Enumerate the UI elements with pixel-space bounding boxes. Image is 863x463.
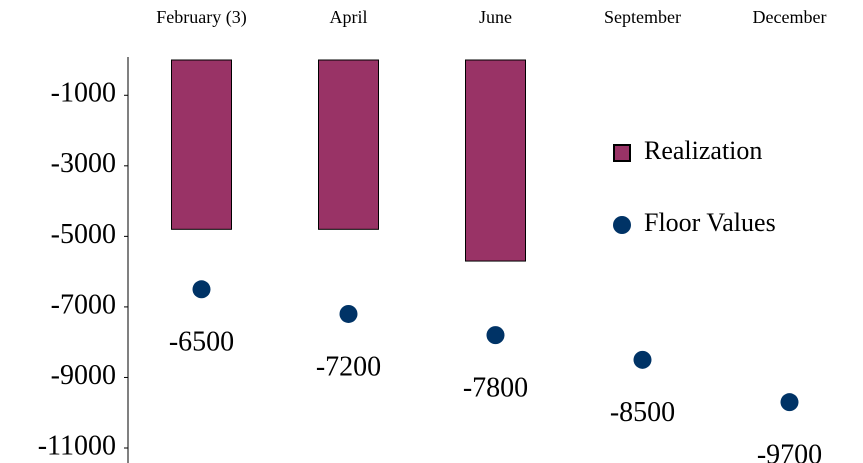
data-label: -6500 <box>169 327 234 358</box>
y-tick-label: -11000 <box>38 430 116 461</box>
point <box>633 350 652 369</box>
point <box>780 393 799 412</box>
data-label: -7800 <box>463 373 528 404</box>
data-label: -7200 <box>316 351 381 382</box>
point <box>192 280 211 299</box>
data-label: -8500 <box>610 397 675 428</box>
x-tick-label: June <box>479 7 512 27</box>
legend-label: Floor Values <box>644 208 776 237</box>
y-tick-label: -7000 <box>51 289 116 320</box>
bar <box>465 59 526 262</box>
legend-swatch <box>613 144 631 162</box>
x-tick-label: February (3) <box>156 7 246 28</box>
y-tick-label: -1000 <box>51 78 116 109</box>
x-tick-label: December <box>753 7 827 27</box>
bar <box>318 59 379 230</box>
legend-swatch <box>613 216 631 234</box>
y-tick-label: -5000 <box>51 219 116 250</box>
x-tick-label: September <box>604 7 681 27</box>
point <box>486 326 505 345</box>
y-tick-label: -3000 <box>51 148 116 179</box>
legend-label: Realization <box>644 136 762 165</box>
data-label: -9700 <box>757 440 822 463</box>
y-tick-label: -9000 <box>51 360 116 391</box>
x-tick-label: April <box>330 7 368 27</box>
point <box>339 304 358 323</box>
bar <box>171 59 232 230</box>
